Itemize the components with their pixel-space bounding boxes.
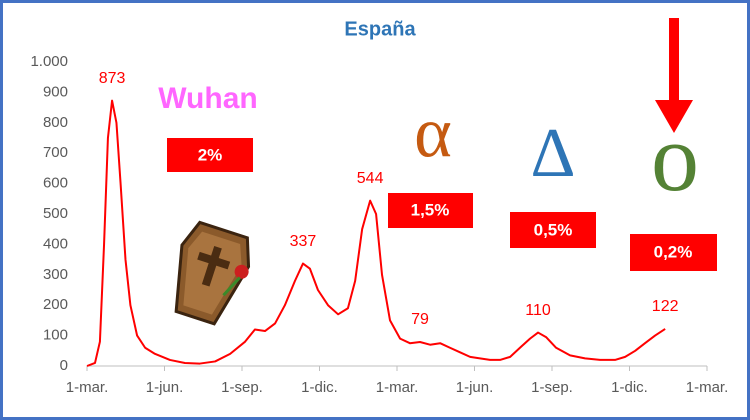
annotation: α — [414, 93, 452, 173]
x-tick-label: 1-jun. — [146, 379, 184, 396]
x-tick-label: 1-dic. — [611, 379, 648, 396]
rate-box — [510, 212, 596, 248]
x-tick-label: 1-jun. — [456, 379, 494, 396]
x-tick-label: 1-sep. — [531, 379, 573, 396]
y-tick-label: 400 — [43, 235, 68, 252]
y-tick-label: 900 — [43, 83, 68, 100]
data-label: 873 — [99, 70, 126, 87]
rate-box — [630, 234, 717, 271]
y-tick-label: 800 — [43, 114, 68, 131]
annotation: 0,2% — [654, 242, 693, 261]
annotation: Δ — [530, 115, 575, 192]
data-label: 122 — [652, 298, 679, 315]
y-tick-label: 1.000 — [30, 53, 68, 70]
data-label: 79 — [411, 311, 429, 328]
data-label: 110 — [525, 302, 551, 319]
chart-title: España — [344, 18, 416, 40]
data-label: 337 — [290, 233, 317, 250]
y-tick-label: 200 — [43, 296, 68, 313]
line — [86, 99, 666, 367]
x-tick-label: 1-sep. — [221, 379, 263, 396]
rate-box — [167, 138, 253, 172]
y-tick-label: 600 — [43, 175, 68, 192]
x-tick-label: 1-mar. — [686, 379, 729, 396]
y-tick-label: 300 — [43, 266, 68, 283]
annotation: Wuhan — [158, 82, 257, 115]
annotation: 1,5% — [411, 200, 450, 219]
x-tick-label: 1-mar. — [66, 379, 109, 396]
y-tick-label: 500 — [43, 205, 68, 222]
x-tick-label: 1-dic. — [301, 379, 338, 396]
arrow — [655, 18, 693, 133]
y-tick-label: 0 — [60, 357, 68, 374]
x-tick-label: 1-mar. — [376, 379, 419, 396]
data-label: 544 — [357, 170, 384, 187]
annotation: 2% — [198, 145, 223, 164]
coffin-icon — [174, 220, 251, 326]
y-tick-label: 100 — [43, 327, 68, 344]
rate-box — [388, 193, 473, 228]
y-tick-label: 700 — [43, 144, 68, 161]
annotation: 0,5% — [534, 220, 573, 239]
